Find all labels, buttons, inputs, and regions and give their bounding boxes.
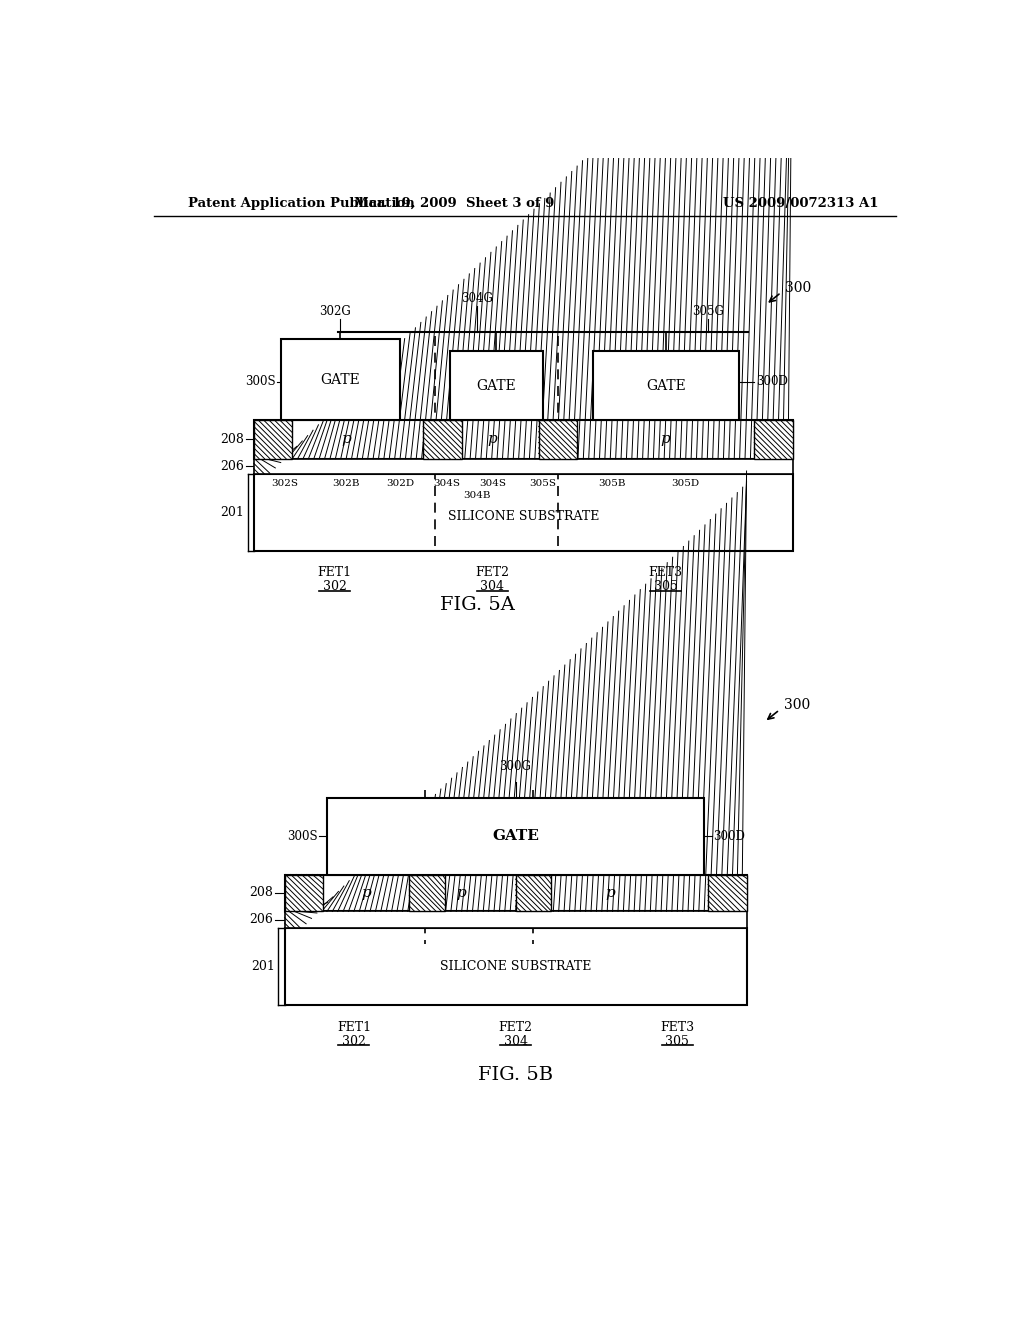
Text: 305D: 305D	[671, 479, 699, 488]
Text: 302B: 302B	[333, 479, 359, 488]
Text: 304S: 304S	[433, 479, 460, 488]
Text: 302: 302	[342, 1035, 366, 1048]
Text: p: p	[361, 886, 371, 900]
Text: 208: 208	[249, 887, 273, 899]
Text: 208: 208	[220, 433, 245, 446]
Text: GATE: GATE	[476, 379, 516, 392]
Text: 201: 201	[220, 506, 245, 519]
Text: 206: 206	[249, 913, 273, 927]
Text: FET3: FET3	[648, 566, 683, 579]
Text: 300G: 300G	[500, 760, 531, 774]
Text: FIG. 5B: FIG. 5B	[478, 1065, 553, 1084]
Bar	[254, 459, 793, 474]
Text: 300D: 300D	[756, 375, 787, 388]
Text: SILICONE SUBSTRATE: SILICONE SUBSTRATE	[440, 961, 591, 973]
Bar	[285, 874, 746, 911]
Bar	[539, 420, 578, 459]
Text: 300: 300	[783, 698, 810, 711]
Text: 304G: 304G	[461, 292, 493, 305]
Text: p: p	[605, 886, 615, 900]
Bar	[451, 351, 543, 420]
Text: n+: n+	[418, 887, 436, 899]
Text: 302S: 302S	[271, 479, 298, 488]
Text: 302D: 302D	[386, 479, 414, 488]
Bar	[285, 911, 746, 928]
Text: 305: 305	[666, 1035, 689, 1048]
Text: FET1: FET1	[337, 1020, 371, 1034]
Text: p: p	[341, 433, 351, 446]
Text: 300S: 300S	[287, 829, 317, 842]
Text: n+: n+	[264, 433, 283, 446]
Text: n+: n+	[524, 887, 543, 899]
Text: 304: 304	[504, 1035, 527, 1048]
Bar	[285, 928, 746, 1006]
Text: GATE: GATE	[321, 372, 360, 387]
Text: US 2009/0072313 A1: US 2009/0072313 A1	[723, 197, 879, 210]
Text: FET3: FET3	[660, 1020, 694, 1034]
Text: 201: 201	[252, 961, 275, 973]
Text: Mar. 19, 2009  Sheet 3 of 9: Mar. 19, 2009 Sheet 3 of 9	[353, 197, 554, 210]
Text: 302G: 302G	[318, 305, 350, 318]
Text: 302: 302	[323, 581, 346, 594]
Bar	[593, 351, 739, 420]
Text: n+: n+	[433, 433, 452, 446]
Text: 305S: 305S	[529, 479, 556, 488]
Text: FET1: FET1	[317, 566, 351, 579]
Text: n+: n+	[764, 433, 782, 446]
Text: 304B: 304B	[463, 491, 490, 500]
Text: FET2: FET2	[475, 566, 510, 579]
Bar	[285, 874, 323, 911]
Text: 206: 206	[220, 459, 245, 473]
Text: FET2: FET2	[499, 1020, 532, 1034]
Bar	[410, 874, 444, 911]
Text: n+: n+	[718, 887, 736, 899]
Bar	[281, 339, 400, 420]
Text: 304: 304	[480, 581, 505, 594]
Text: 300: 300	[785, 281, 811, 294]
Text: p: p	[457, 886, 467, 900]
Bar	[423, 420, 462, 459]
Text: 304S: 304S	[479, 479, 506, 488]
Text: GATE: GATE	[493, 829, 539, 843]
Text: 305: 305	[653, 581, 678, 594]
Text: SILICONE SUBSTRATE: SILICONE SUBSTRATE	[447, 510, 599, 523]
Bar	[254, 474, 793, 552]
Bar	[755, 420, 793, 459]
Text: 305G: 305G	[692, 305, 724, 318]
Text: p: p	[660, 433, 671, 446]
Text: GATE: GATE	[646, 379, 686, 392]
Text: 305B: 305B	[598, 479, 626, 488]
Text: n+: n+	[295, 887, 313, 899]
Bar	[515, 874, 551, 911]
Text: p: p	[487, 433, 498, 446]
Bar	[254, 420, 292, 459]
Text: Patent Application Publication: Patent Application Publication	[188, 197, 415, 210]
Text: FIG. 5A: FIG. 5A	[439, 597, 514, 614]
Bar	[708, 874, 746, 911]
Bar	[254, 420, 793, 459]
Bar	[327, 797, 705, 874]
Text: 300D: 300D	[714, 829, 745, 842]
Text: 300S: 300S	[245, 375, 275, 388]
Text: n+: n+	[549, 433, 567, 446]
